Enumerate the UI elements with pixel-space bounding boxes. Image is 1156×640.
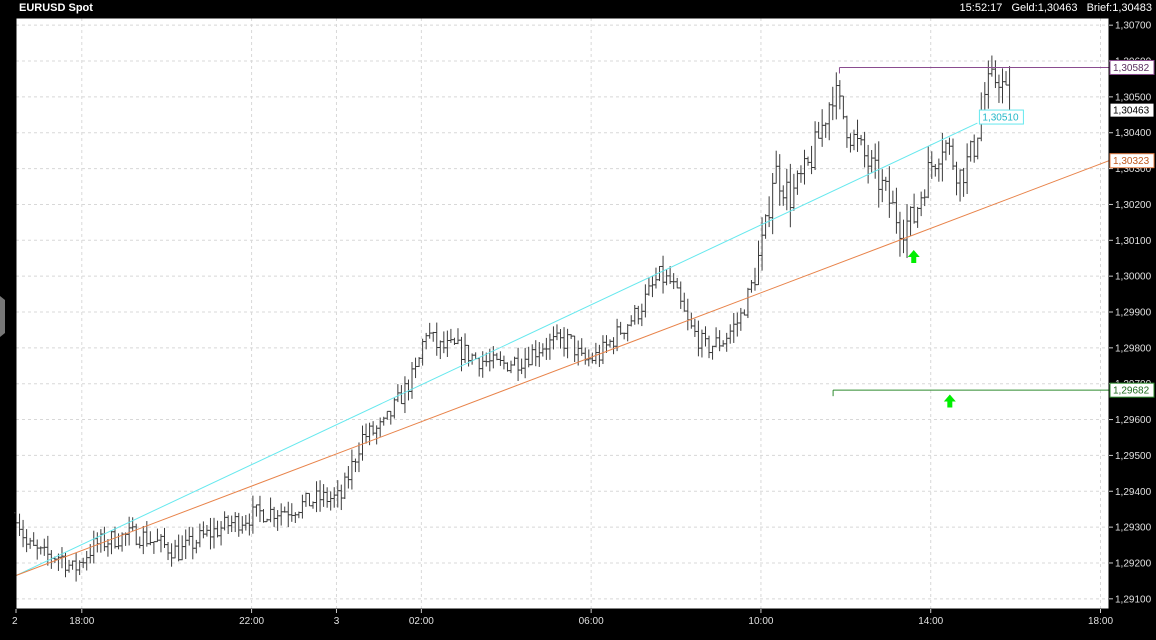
chart-header: EURUSD Spot 15:52:17 Geld:1,30463 Brief:…: [0, 0, 1156, 18]
grid-lines: [16, 18, 1109, 609]
x-tick-label: 10:00: [748, 616, 773, 627]
x-tick-label: 3: [334, 616, 340, 627]
instrument-title: EURUSD Spot: [19, 2, 93, 14]
green-level-tag-text: 1,29682: [1113, 386, 1150, 397]
y-tick-label: 1,30200: [1115, 200, 1152, 211]
drawing-objects: [15, 17, 1110, 610]
purple-level-tag-box: [1109, 59, 1155, 75]
x-tick-label: 14:00: [918, 616, 943, 627]
purple-level-tag: 1,30582: [1109, 59, 1155, 75]
y-tick-label: 1,29200: [1115, 558, 1152, 569]
time-axis: 2 18:00 22:00 3 02:00 06:00 10:00 14:00 18:00: [12, 609, 1113, 627]
orange-trend-tag: 1,30323: [1109, 153, 1155, 169]
ask-price: Brief:1,30483: [1086, 2, 1152, 14]
y-tick-label: 1,30700: [1115, 21, 1152, 32]
x-tick-label: 06:00: [579, 616, 604, 627]
x-tick-label: 22:00: [239, 616, 264, 627]
x-tick-label: 18:00: [69, 616, 94, 627]
bid-price: Geld:1,30463: [1011, 2, 1078, 14]
ohlc-bars: [14, 55, 1012, 582]
orange-trend-line[interactable]: [15, 160, 1110, 576]
orange-trend-tag-box: [1109, 153, 1155, 169]
current-price-tag: 1,30463: [1109, 102, 1155, 118]
y-tick-label: 1,29500: [1115, 451, 1152, 462]
buy-arrow-1-icon: [907, 249, 920, 263]
current-price-tag-box: [1109, 102, 1155, 118]
quote-info: 15:52:17 Geld:1,30463 Brief:1,30483: [954, 2, 1152, 14]
x-tick-label: 2: [12, 616, 18, 627]
cyan-trend-label-box: [978, 109, 1024, 125]
green-level-tag-box: [1109, 382, 1155, 398]
y-tick-label: 1,29800: [1115, 343, 1152, 354]
purple-level-tag-text: 1,30582: [1113, 63, 1150, 74]
y-tick-label: 1,29100: [1115, 594, 1152, 605]
cyan-trend-label: 1,30510: [978, 109, 1024, 125]
y-tick-label: 1,30400: [1115, 128, 1152, 139]
y-tick-label: 1,30500: [1115, 92, 1152, 103]
y-tick-label: 1,30300: [1115, 164, 1152, 175]
price-tags: 1,30510 1,30582 1,30463 1,30323 1,29682: [978, 59, 1155, 398]
y-tick-label: 1,29400: [1115, 487, 1152, 498]
plot-area: [16, 18, 1109, 609]
y-tick-label: 1,29900: [1115, 308, 1152, 319]
current-price-tag-text: 1,30463: [1113, 106, 1150, 117]
cyan-trend-label-text: 1,30510: [982, 113, 1019, 124]
buy-arrow-2-icon: [943, 394, 956, 408]
green-level-tag: 1,29682: [1109, 382, 1155, 398]
cyan-trend-line[interactable]: [15, 122, 978, 576]
plot-frame: [15, 17, 1110, 610]
x-tick-label: 02:00: [409, 616, 434, 627]
clock-time: 15:52:17: [959, 2, 1003, 14]
orange-trend-tag-text: 1,30323: [1113, 156, 1150, 167]
y-tick-label: 1,29300: [1115, 523, 1152, 534]
y-tick-label: 1,30000: [1115, 272, 1152, 283]
scroll-tab[interactable]: [0, 296, 5, 337]
y-tick-label: 1,30100: [1115, 236, 1152, 247]
x-tick-label: 18:00: [1088, 616, 1113, 627]
y-tick-label: 1,29600: [1115, 415, 1152, 426]
